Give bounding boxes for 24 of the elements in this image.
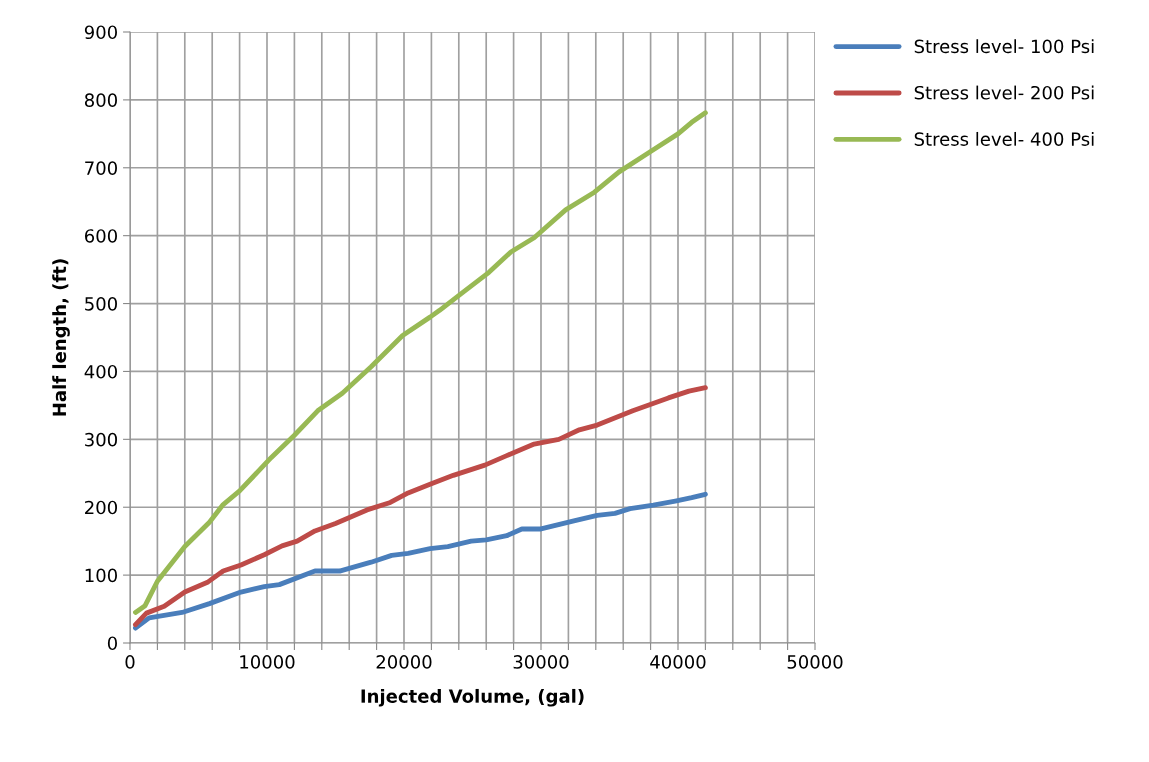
- y-tick-label: 500: [85, 297, 117, 311]
- line-series: [133, 110, 708, 615]
- y-tick-label: 900: [84, 25, 117, 40]
- x-tick-label: 30000: [513, 655, 569, 669]
- x-tick-label: 10000: [240, 655, 295, 669]
- x-tick-label: 0: [125, 655, 135, 669]
- y-tick-label: 100: [85, 568, 117, 583]
- legend-label: Stress level- 400 Psi: [914, 131, 1094, 146]
- line-series: [133, 385, 708, 628]
- legend-label: Stress level- 200 Psi: [914, 85, 1094, 100]
- y-tick-label: 300: [85, 432, 117, 447]
- line-series: [133, 491, 708, 631]
- legend-label: Stress level- 100 Psi: [914, 39, 1094, 54]
- y-tick-label: 600: [84, 229, 117, 243]
- x-tick-label: 50000: [787, 655, 843, 669]
- y-tick-label: 800: [84, 93, 117, 108]
- x-axis-title: Injected Volume, (gal): [361, 688, 584, 707]
- y-tick-label: 700: [85, 161, 117, 175]
- y-tick-label: 400: [84, 364, 117, 379]
- y-axis-title: Half length, (ft): [52, 259, 70, 416]
- x-tick-label: 20000: [376, 655, 432, 669]
- y-tick-label: 0: [107, 636, 117, 651]
- y-tick-label: 200: [85, 500, 117, 515]
- x-tick-label: 40000: [650, 655, 706, 669]
